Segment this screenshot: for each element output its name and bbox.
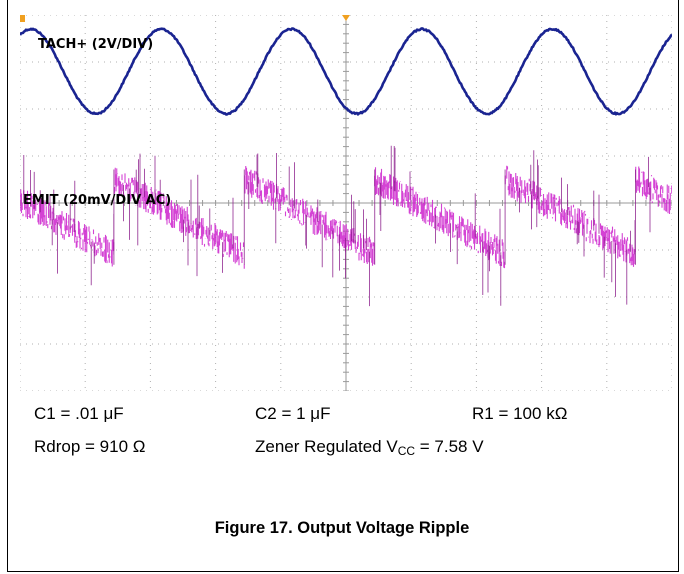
figure-caption: Figure 17. Output Voltage Ripple [214, 519, 470, 537]
r1-value: R1 = 100 kΩ [472, 404, 568, 423]
c2-value: C2 = 1 μF [255, 404, 331, 423]
emit-trace [20, 145, 672, 307]
emit-channel-label: EMIT (20mV/DIV AC) [23, 193, 171, 208]
scope-markers [20, 15, 350, 22]
oscilloscope-screen: TACH+ (2V/DIV) EMIT (20mV/DIV AC) [20, 15, 672, 391]
tach-channel-label: TACH+ (2V/DIV) [38, 37, 153, 52]
c1-value: C1 = .01 μF [34, 404, 124, 423]
tach-trace [20, 27, 672, 116]
scope-grid [20, 15, 672, 391]
vcc-value: Zener Regulated VCC = 7.58 V [255, 437, 484, 458]
trigger-marker [342, 15, 350, 21]
tach-waveform [20, 27, 672, 116]
emit-noise-spikes [23, 145, 651, 307]
channel-marker [20, 15, 25, 22]
emit-waveform [20, 165, 672, 269]
figure-frame [7, 0, 679, 572]
rdrop-value: Rdrop = 910 Ω [34, 437, 146, 456]
